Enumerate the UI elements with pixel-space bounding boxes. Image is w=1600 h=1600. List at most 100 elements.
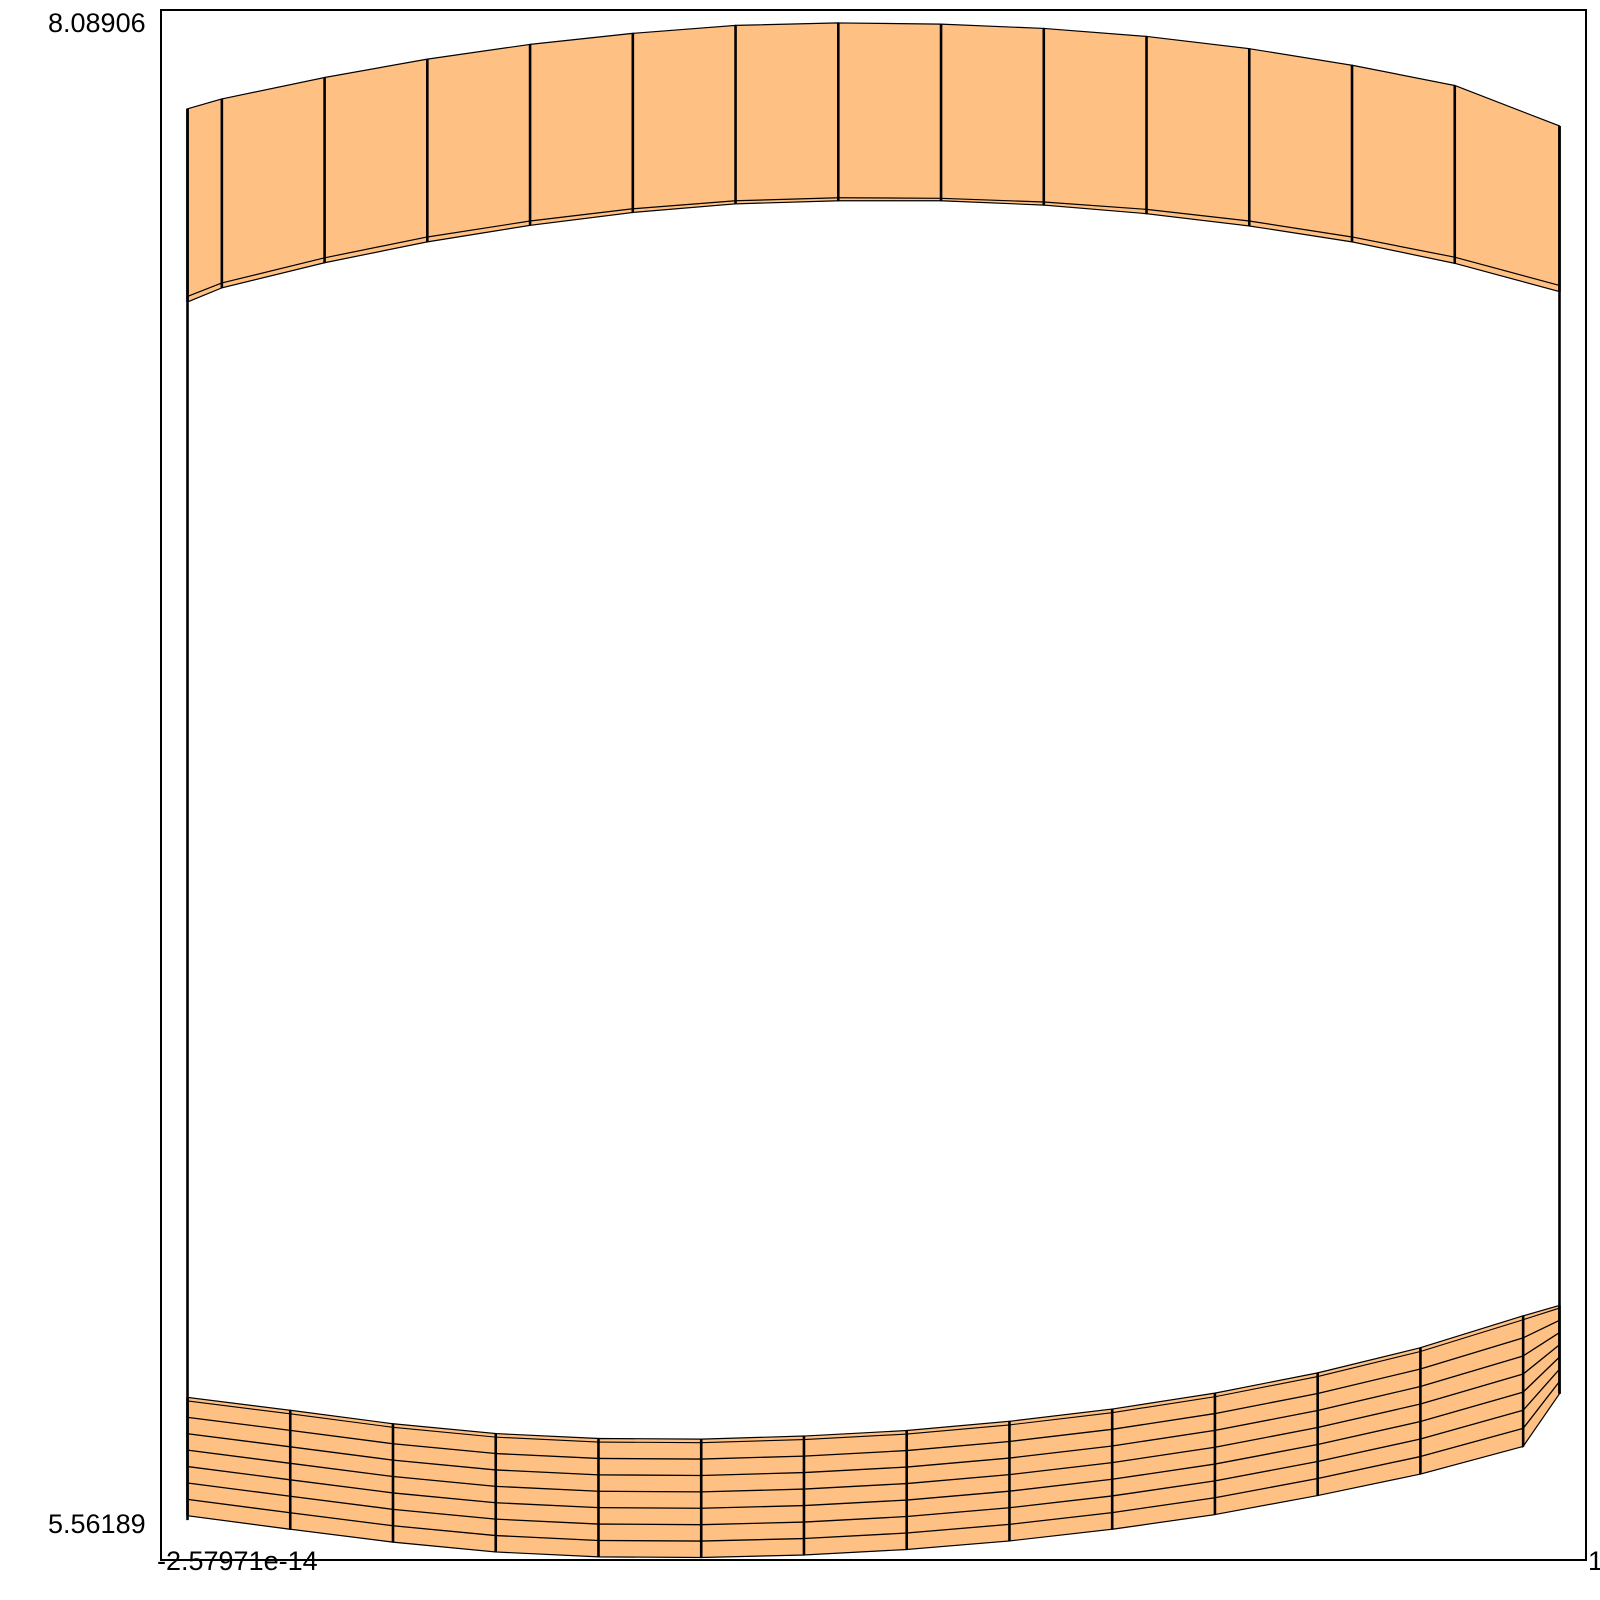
top-band-cell [1248, 47, 1353, 243]
bottom-band-liner-line [1214, 1376, 1318, 1398]
bottom-band-layer-line [1522, 1381, 1561, 1429]
bottom-band-layer-line [495, 1518, 599, 1525]
bottom-band-layer-line [598, 1507, 702, 1509]
bottom-band-layer-line [1009, 1428, 1113, 1443]
x-axis-max-label: 1 [1588, 1546, 1600, 1576]
bottom-band-layer-line [290, 1446, 394, 1461]
bottom-band-layer-line [1214, 1443, 1318, 1465]
top-band-cell [529, 32, 634, 226]
top-band-liner-line [1351, 236, 1455, 258]
bottom-band-layer-line [906, 1457, 1010, 1468]
bottom-band-layer-line [1522, 1356, 1560, 1393]
bottom-band-liner-line [803, 1433, 907, 1441]
bottom-band-layer-line [290, 1479, 394, 1494]
bottom-band-liner-line [1420, 1319, 1524, 1353]
bottom-band-layer-line [1214, 1426, 1318, 1448]
bottom-band-cell [1111, 1392, 1216, 1530]
top-band-cell [734, 22, 839, 205]
bottom-band-layer-line [1317, 1420, 1421, 1446]
bottom-band-liner-line [906, 1424, 1010, 1435]
bottom-band-layer-line [187, 1465, 291, 1481]
bottom-band-layer-line [1420, 1355, 1524, 1388]
bottom-band-layer-line [803, 1449, 907, 1457]
bottom-band-layer-line [906, 1440, 1010, 1452]
bottom-band-layer-line [1522, 1368, 1560, 1411]
bottom-band-layer-line [1112, 1412, 1216, 1430]
bottom-band-liner-line [701, 1439, 804, 1444]
bottom-band-layer-line [1522, 1319, 1560, 1339]
bottom-band-layer-line [290, 1512, 394, 1527]
bottom-band-layer-line [906, 1523, 1010, 1534]
bottom-band-layer-line [701, 1488, 804, 1493]
top-band-liner-line [187, 282, 223, 298]
top-band-liner-line [1454, 256, 1560, 287]
bottom-band-layer-line [392, 1525, 496, 1537]
bottom-band-layer-line [1112, 1446, 1216, 1464]
bottom-band-liner-line [495, 1436, 599, 1443]
bottom-band-layer-line [1214, 1460, 1318, 1482]
bottom-band-cell [1008, 1408, 1113, 1542]
bottom-band-layer-line [598, 1490, 702, 1493]
top-band-liner-line [530, 208, 633, 222]
bottom-band-layer-line [1522, 1344, 1560, 1375]
top-band-cell [1454, 84, 1561, 293]
bottom-band-layer-line [290, 1462, 394, 1478]
bottom-band-cell [906, 1420, 1011, 1551]
bottom-band-layer-line [1317, 1368, 1421, 1395]
bottom-band-layer-line [495, 1534, 599, 1542]
bottom-band-layer-line [1009, 1461, 1113, 1476]
top-band-cell [632, 24, 737, 214]
bottom-band-layer-line [1420, 1337, 1524, 1370]
bottom-band-layer-line [392, 1492, 496, 1504]
top-band-liner-line [632, 200, 736, 210]
bottom-band-layer-line [701, 1504, 804, 1509]
top-band-liner-line [735, 197, 839, 202]
bottom-band-liner-line [1522, 1307, 1560, 1321]
top-band-cell [221, 76, 326, 289]
bottom-band-layer-line [1317, 1385, 1421, 1412]
bottom-band-layer-line [290, 1429, 394, 1445]
top-band-cell [1043, 27, 1148, 215]
bottom-band-layer-line [803, 1515, 907, 1523]
bottom-band-layer-line [392, 1508, 496, 1520]
bottom-band-layer-line [1009, 1478, 1113, 1492]
bottom-band-layer-line [187, 1416, 291, 1431]
bottom-band-liner-line [1009, 1412, 1113, 1426]
bottom-band-layer-line [495, 1469, 599, 1476]
bottom-band-layer-line [803, 1466, 907, 1474]
y-axis-max-label: 8.08906 [48, 8, 146, 38]
bottom-band-layer-line [1214, 1477, 1318, 1499]
top-band-cell [186, 98, 223, 303]
bottom-band-liner-line [392, 1426, 496, 1438]
bottom-band-liner-line [1112, 1396, 1216, 1414]
top-band-liner-line [324, 236, 428, 259]
bottom-band-layer-line [1214, 1392, 1318, 1415]
bottom-band-layer-line [1522, 1331, 1560, 1357]
bottom-band-layer-line [290, 1495, 394, 1510]
bottom-band-layer-line [495, 1452, 599, 1460]
bottom-band-layer-line [187, 1433, 291, 1448]
top-band-liner-line [941, 197, 1044, 203]
bottom-band-layer-line [1009, 1445, 1113, 1459]
bottom-band-layer-line [1420, 1409, 1524, 1440]
bottom-band-layer-line [701, 1537, 804, 1542]
y-axis-min-label: 5.56189 [48, 1509, 146, 1539]
bottom-band-layer-line [701, 1521, 804, 1526]
bottom-band-layer-line [1317, 1438, 1421, 1463]
top-band-cell [1145, 35, 1250, 227]
top-band-cell [1351, 64, 1456, 265]
top-band-liner-line [1043, 201, 1147, 210]
bottom-band-cell [392, 1423, 497, 1553]
top-band-liner-line [1146, 208, 1250, 222]
bottom-band-layer-line [392, 1475, 496, 1487]
bottom-band-layer-line [1009, 1511, 1113, 1525]
plot-frame [160, 9, 1587, 1561]
bottom-band-layer-line [701, 1471, 804, 1477]
x-axis-min-label: -2.57971e-14 [157, 1546, 318, 1576]
bottom-band-cell [186, 1396, 291, 1530]
bottom-band-layer-line [803, 1482, 907, 1490]
bottom-band-layer-line [495, 1485, 599, 1492]
bottom-band-layer-line [1112, 1463, 1216, 1480]
bottom-band-layer-line [598, 1539, 702, 1542]
top-band-cell [323, 58, 428, 264]
